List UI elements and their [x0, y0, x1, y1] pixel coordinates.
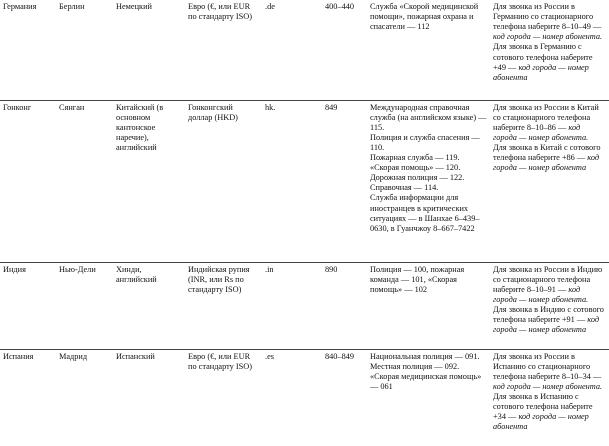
table-cell: Германия — [3, 2, 37, 11]
table-cell: Берлин — [59, 2, 85, 11]
table-cell: .de — [265, 2, 275, 11]
table-row: Германия Берлин Немецкий Евро (€, или EUR п… — [0, 0, 609, 100]
table-cell: hk. — [262, 99, 322, 262]
table-cell: Испания — [0, 348, 56, 446]
cell-paragraph: Для звонка из России в Германию со стаци… — [493, 2, 606, 42]
cell-paragraph: Для звонка в Индию с сотового телефона н… — [493, 305, 606, 335]
table-cell: Национальная полиция — 091. Местная полиц… — [367, 348, 490, 446]
table-cell: Немецкий — [116, 2, 152, 11]
cell-italic: код города — номер абонента — [493, 315, 600, 335]
cell-text: Полиция и служба спасения — 110. — [370, 132, 480, 152]
table-cell: 400–440 — [325, 2, 355, 11]
table-cell: Испанский — [113, 348, 185, 446]
cell-text: Местная полиция — 092. — [370, 361, 460, 371]
cell-paragraph: Местная полиция — 092. — [370, 362, 487, 372]
cell-italic: код города — номер абонента — [493, 153, 600, 173]
table-row: Испания Мадрид Испанский Евро (€, или EUR п… — [0, 348, 609, 446]
table-cell: Евро (€, или EUR по стандарту ISO) — [188, 2, 253, 22]
cell-paragraph: Справочная — 114. — [370, 183, 487, 193]
cell-italic: код города — номер абонента — [493, 412, 589, 432]
cell-italic: код города — номер абонента. — [493, 381, 603, 391]
cell-paragraph: Для звонка в Германию с сотового телефон… — [493, 42, 606, 82]
cell-paragraph: Служба «Скорой медицинской помощи», пожа… — [370, 2, 487, 32]
cell-text: «Скорая медицинская помощь» — 061 — [370, 371, 482, 391]
table-row: Гонконг Сянган Китайский (в основном канто… — [0, 99, 609, 262]
cell-text: Для звонка в Китай с сотового телефона н… — [493, 142, 601, 163]
cell-italic: код города — номер абонента. — [493, 122, 589, 142]
cell-italic: код города — номер абонента. — [493, 284, 589, 304]
cell-text: Для звонка в Испанию с сотового телефона… — [493, 391, 593, 422]
cell-paragraph: Национальная полиция — 091. — [370, 352, 487, 362]
cell-italic: код города — номер абонента. — [493, 32, 603, 42]
cell-paragraph: Полиция — 100, пожарная команда — 101, «… — [370, 265, 487, 295]
cell-text: Для звонка в Индию с сотового телефона н… — [493, 304, 604, 325]
cell-text: «Скорая помощь» — 120. — [370, 163, 461, 173]
table-cell: Китайский (в основном кантонское наречие… — [113, 99, 185, 262]
cell-italic: код города — номер абонента — [493, 62, 589, 82]
table-cell: 890 — [322, 261, 367, 349]
cell-paragraph: Для звонка в Китай с сотового телефона н… — [493, 143, 606, 173]
cell-text: Справочная — 114. — [370, 183, 439, 193]
table-cell: Сянган — [56, 99, 113, 262]
cell-paragraph: Международная справочная служба (на англ… — [370, 103, 487, 133]
table-cell: 849 — [322, 99, 367, 262]
cell-paragraph: «Скорая помощь» — 120. — [370, 163, 487, 173]
table-cell: Для звонка из России в Китай со стациона… — [490, 99, 609, 262]
cell-paragraph: Полиция и служба спасения — 110. — [370, 133, 487, 153]
table-cell: Для звонка из России в Индию со стациона… — [490, 261, 609, 349]
cell-paragraph: Дорожная полиция — 122. — [370, 173, 487, 183]
cell-text: Для звонка из России в Испанию со стацио… — [493, 351, 602, 381]
cell-text: Национальная полиция — 091. — [370, 351, 480, 361]
table-cell: Нью-Дели — [56, 261, 113, 349]
table-cell: Индия — [0, 261, 56, 349]
cell-paragraph: Пожарная служба — 119. — [370, 153, 487, 163]
table-cell: Гонконгский доллар (HKD) — [185, 99, 262, 262]
cell-text: Международная справочная служба (на англ… — [370, 102, 487, 132]
cell-text: Пожарная служба — 119. — [370, 153, 460, 163]
cell-text: Для звонка из России в Индию со стациона… — [493, 264, 603, 294]
cell-paragraph: Служба информации для иностранцев в крит… — [370, 193, 487, 233]
table-cell: .es — [262, 348, 322, 446]
cell-text: Для звонка в Германию с сотового телефон… — [493, 42, 593, 72]
cell-paragraph: Для звонка из России в Китай со стациона… — [493, 103, 606, 143]
table-cell: Полиция — 100, пожарная команда — 101, «… — [367, 261, 490, 349]
table-cell: .in — [262, 261, 322, 349]
table-cell: Гонконг — [0, 99, 56, 262]
table-cell: Для звонка из России в Германию со стаци… — [490, 0, 609, 100]
cell-paragraph: Для звонка из России в Испанию со стацио… — [493, 352, 606, 392]
table-cell: Служба «Скорой медицинской помощи», пожа… — [367, 0, 490, 100]
table-cell: Для звонка из России в Испанию со стацио… — [490, 348, 609, 446]
cell-text: Дорожная полиция — 122. — [370, 173, 465, 183]
table-cell: Международная справочная служба (на англ… — [367, 99, 490, 262]
table-row: Индия Нью-Дели Хинди, английский Индийская … — [0, 261, 609, 349]
cell-paragraph: «Скорая медицинская помощь» — 061 — [370, 372, 487, 392]
cell-paragraph: Для звонка в Испанию с сотового телефона… — [493, 392, 606, 432]
cell-text: Для звонка из России в Китай со стациона… — [493, 102, 599, 132]
table-cell: Евро (€, или EUR по стандарту ISO) — [185, 348, 262, 446]
cell-text: Служба информации для иностранцев в крит… — [370, 193, 480, 233]
cell-text: Для звонка из России в Германию со стаци… — [493, 2, 602, 32]
cell-paragraph: Для звонка из России в Индию со стациона… — [493, 265, 606, 305]
table-cell: 840–849 — [322, 348, 367, 446]
table-cell: Индийская рупия (INR, или Rs по стандарт… — [185, 261, 262, 349]
table-cell: Мадрид — [56, 348, 113, 446]
table-cell: Хинди, английский — [113, 261, 185, 349]
cell-text: Служба «Скорой медицинской помощи», пожа… — [370, 2, 479, 32]
cell-text: Полиция — 100, пожарная команда — 101, «… — [370, 264, 465, 294]
